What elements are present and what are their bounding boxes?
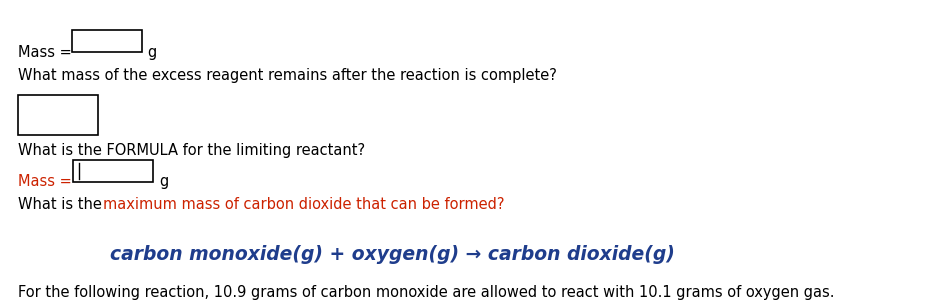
Bar xyxy=(73,160,153,182)
Text: What is the FORMULA for the limiting reactant?: What is the FORMULA for the limiting rea… xyxy=(18,143,365,158)
Text: Mass =: Mass = xyxy=(18,45,76,60)
Text: g: g xyxy=(147,45,156,60)
Text: What is the: What is the xyxy=(18,197,107,212)
Text: g: g xyxy=(159,174,168,189)
Text: carbon monoxide(g) + oxygen(g) → carbon dioxide(g): carbon monoxide(g) + oxygen(g) → carbon … xyxy=(110,245,675,264)
Text: Mass =: Mass = xyxy=(18,174,76,189)
Text: For the following reaction, 10.9 grams of carbon monoxide are allowed to react w: For the following reaction, 10.9 grams o… xyxy=(18,285,834,300)
Bar xyxy=(72,30,142,52)
Bar xyxy=(18,95,98,135)
Text: What mass of the excess reagent remains after the reaction is complete?: What mass of the excess reagent remains … xyxy=(18,68,557,83)
Text: maximum mass of carbon dioxide that can be formed?: maximum mass of carbon dioxide that can … xyxy=(103,197,504,212)
